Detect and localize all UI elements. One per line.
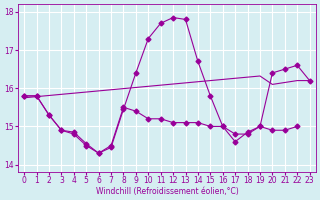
X-axis label: Windchill (Refroidissement éolien,°C): Windchill (Refroidissement éolien,°C)	[96, 187, 238, 196]
